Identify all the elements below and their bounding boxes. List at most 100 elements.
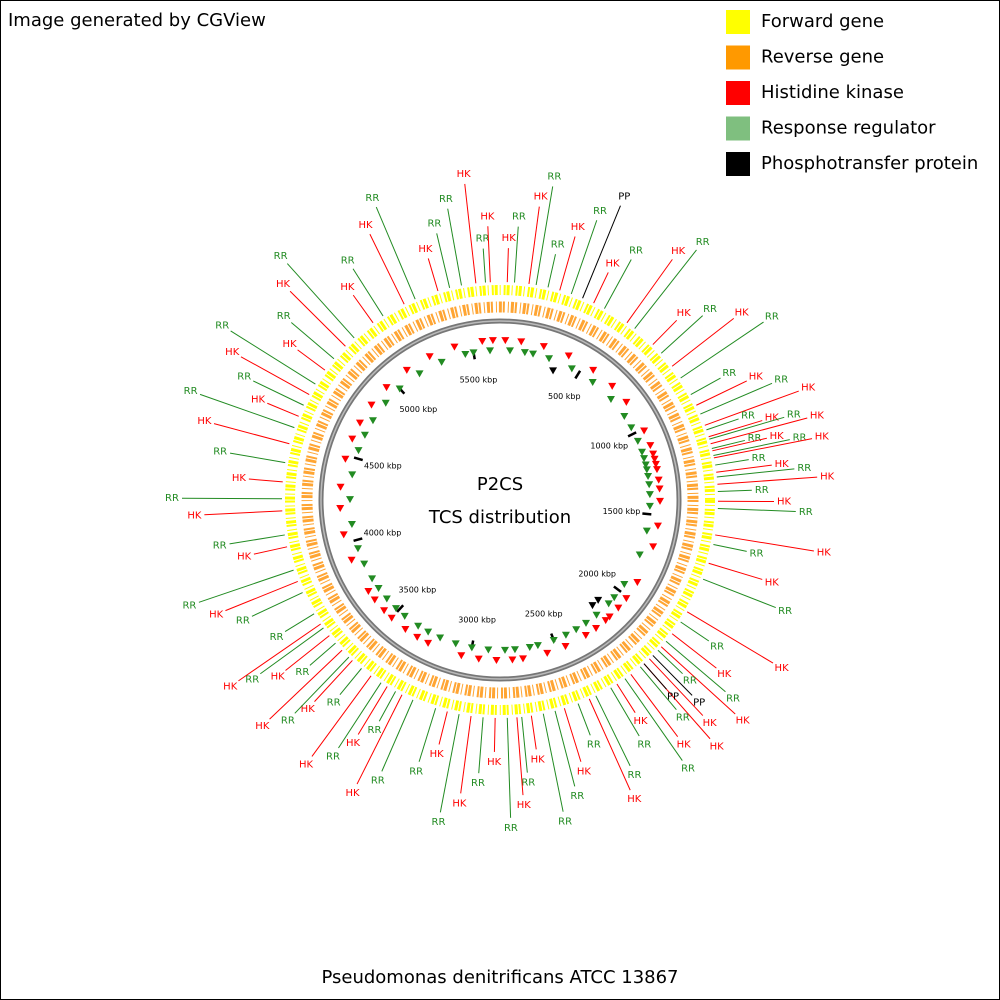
feature-line [309,642,336,666]
feature-label: RR [587,740,601,751]
feature-line [717,489,752,493]
feature-label: PP [618,191,630,202]
legend-swatch [726,45,750,70]
feature-label: HK [225,347,240,358]
feature-line [717,476,818,485]
caption: Pseudomonas denitrificans ATCC 13867 [321,967,678,988]
feature-marker [543,649,552,657]
feature-line [294,656,350,714]
legend-swatch [726,152,750,176]
feature-marker [594,596,603,604]
feature-label: HK [735,307,750,318]
feature-label: HK [283,339,298,350]
feature-marker [622,595,631,603]
feature-label: RR [213,541,227,552]
feature-label: HK [677,308,692,319]
feature-label: RR [752,453,766,464]
feature-marker [505,347,514,355]
feature-label: RR [755,485,769,496]
feature-label: HK [777,497,792,508]
feature-label: HK [717,669,732,680]
feature-line [375,206,416,300]
feature-line [521,716,528,773]
feature-line [570,220,598,295]
reverse-ring [301,301,699,699]
feature-line [251,592,303,617]
feature-line [253,546,288,555]
feature-marker [474,655,483,663]
feature-label: HK [820,471,835,482]
feature-marker [517,338,526,346]
feature-marker [395,385,404,393]
feature-marker [539,343,548,351]
feature-marker [413,633,422,641]
feature-marker [401,626,410,634]
feature-marker [635,551,644,559]
feature-label: HK [517,800,532,811]
feature-label: HK [817,548,832,559]
feature-marker [484,646,493,654]
feature-line [311,675,372,757]
feature-marker [601,617,610,625]
feature-line [709,416,785,440]
feature-marker [627,424,636,432]
feature-line [700,382,773,415]
feature-marker [633,579,642,587]
feature-label: HK [301,704,316,715]
feature-marker [347,556,356,564]
feature-label: RR [341,255,355,266]
feature-marker [642,527,651,535]
feature-line [339,668,362,695]
feature-label: HK [775,459,790,470]
feature-marker [519,655,528,663]
feature-line [563,708,582,762]
feature-line [482,248,486,283]
feature-label: HK [346,738,361,749]
feature-line [439,714,460,813]
feature-marker [415,370,424,378]
feature-label: RR [213,446,227,457]
feature-label: RR [748,433,762,444]
feature-line [715,534,814,552]
feature-label: HK [710,741,725,752]
feature-marker [561,631,570,639]
feature-line [238,623,321,682]
feature-marker [368,575,377,583]
feature-line [478,717,484,774]
feature-label: RR [521,778,535,789]
tick-label: 4000 kbp [364,528,402,537]
feature-marker [354,447,363,455]
tick-label: 4500 kbp [364,461,402,470]
feature-line [624,678,683,761]
feature-marker [581,632,590,640]
feature-marker [364,588,373,596]
feature-marker [424,639,433,647]
feature-line [357,686,388,735]
feature-line [204,510,283,516]
feature-line [603,259,632,309]
feature-label: RR [787,410,801,421]
feature-label: RR [681,764,695,775]
feature-line [711,439,745,449]
chart-subtitle: TCS distribution [428,507,571,528]
feature-line [704,390,799,426]
feature-label: RR [409,766,423,777]
feature-marker [644,472,653,480]
feature-label: HK [534,192,549,203]
feature-label: RR [165,493,179,504]
feature-marker [451,640,460,648]
feature-label: HK [749,372,764,383]
feature-line [671,633,717,669]
feature-marker [510,646,519,654]
feature-marker [424,628,433,636]
feature-label: RR [471,778,485,789]
feature-line [516,717,524,796]
feature-line [657,649,683,675]
feature-marker [638,448,647,456]
feature-marker [642,466,651,474]
feature-marker [604,600,613,608]
feature-label: RR [558,816,572,827]
feature-line [660,315,704,354]
feature-line [290,322,335,360]
feature-line [652,655,693,696]
